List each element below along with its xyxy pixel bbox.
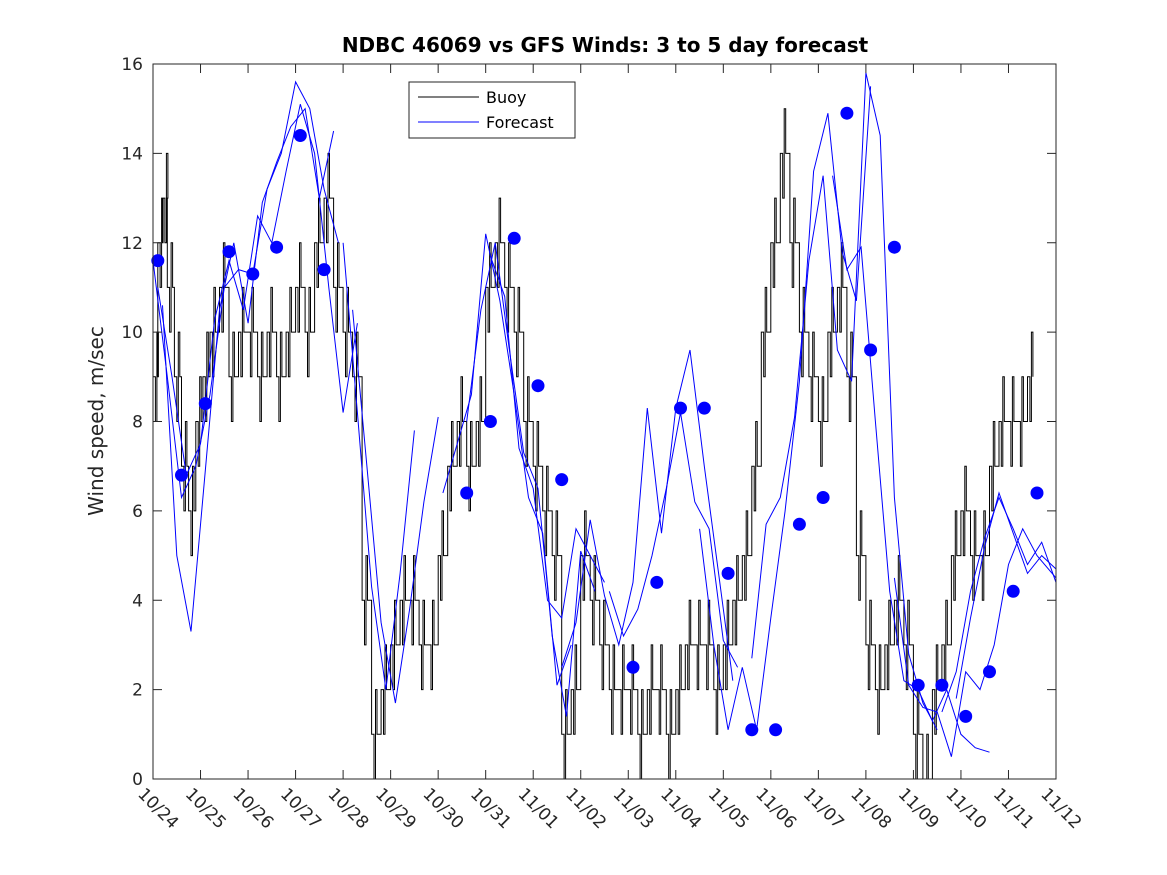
forecast-series-line <box>489 256 605 620</box>
y-tick-label: 0 <box>132 770 143 790</box>
analysis-point <box>840 106 854 120</box>
analysis-point <box>531 379 545 393</box>
analysis-point <box>460 486 474 500</box>
forecast-series-line <box>955 491 1057 699</box>
analysis-point <box>483 415 497 428</box>
y-tick-label: 12 <box>121 234 143 254</box>
analysis-point <box>507 231 521 245</box>
analysis-point <box>317 263 331 277</box>
analysis-point <box>887 240 901 254</box>
analysis-point <box>983 665 996 679</box>
y-tick-label: 2 <box>132 681 143 701</box>
analysis-point <box>151 254 165 268</box>
y-tick-label: 14 <box>121 144 143 164</box>
analysis-point <box>293 129 307 142</box>
analysis-point <box>769 723 783 737</box>
legend-buoy-label: Buoy <box>486 88 526 107</box>
analysis-point <box>246 267 260 281</box>
analysis-point <box>911 678 925 692</box>
legend-box <box>408 81 576 139</box>
analysis-point <box>222 245 236 259</box>
forecast-series-layer <box>152 72 1057 757</box>
forecast-series-line <box>466 242 596 717</box>
analysis-point <box>959 709 973 723</box>
forecast-series-line <box>893 527 1057 757</box>
analysis-point <box>175 468 188 482</box>
analysis-point <box>864 343 878 357</box>
y-tick-label: 10 <box>121 323 143 343</box>
forecast-series-line <box>941 496 1057 713</box>
forecast-series-line <box>342 242 415 690</box>
forecast-series-line <box>162 107 335 632</box>
chart-title: NDBC 46069 vs GFS Winds: 3 to 5 day fore… <box>342 33 869 57</box>
forecast-series-line <box>608 412 739 668</box>
analysis-point <box>1006 584 1020 598</box>
analysis-point <box>816 491 830 504</box>
forecast-series-line <box>561 349 734 681</box>
plot-area <box>153 64 1056 779</box>
buoy-series-layer <box>153 108 1034 780</box>
forecast-series-line <box>152 80 339 500</box>
analysis-point <box>792 517 806 531</box>
forecast-series-line <box>832 175 990 753</box>
analysis-point <box>935 678 949 692</box>
forecast-series-line <box>352 309 439 704</box>
analysis-point <box>626 660 640 674</box>
forecast-series-line <box>751 72 938 731</box>
y-axis-label: Wind speed, m/sec <box>84 326 108 516</box>
analysis-points-layer <box>151 106 1044 737</box>
legend: Buoy Forecast <box>408 81 576 139</box>
analysis-point <box>198 397 212 411</box>
y-tick-label: 4 <box>132 591 143 611</box>
forecast-series-line <box>157 104 358 477</box>
forecast-series-line <box>699 86 872 730</box>
buoy-series-line <box>153 108 1034 780</box>
analysis-point <box>674 401 687 415</box>
y-tick-label: 8 <box>132 413 143 433</box>
analysis-point <box>721 566 735 580</box>
analysis-point <box>270 240 284 254</box>
analysis-point <box>697 401 711 415</box>
y-axis: 0 2 4 6 8 10 12 14 16 <box>121 55 1056 790</box>
y-tick-label: 6 <box>132 502 143 522</box>
analysis-point <box>1030 486 1044 500</box>
analysis-point <box>555 473 569 487</box>
analysis-point <box>650 575 664 589</box>
analysis-point <box>745 723 759 737</box>
legend-forecast-label: Forecast <box>486 113 554 132</box>
y-tick-label: 16 <box>121 55 143 75</box>
